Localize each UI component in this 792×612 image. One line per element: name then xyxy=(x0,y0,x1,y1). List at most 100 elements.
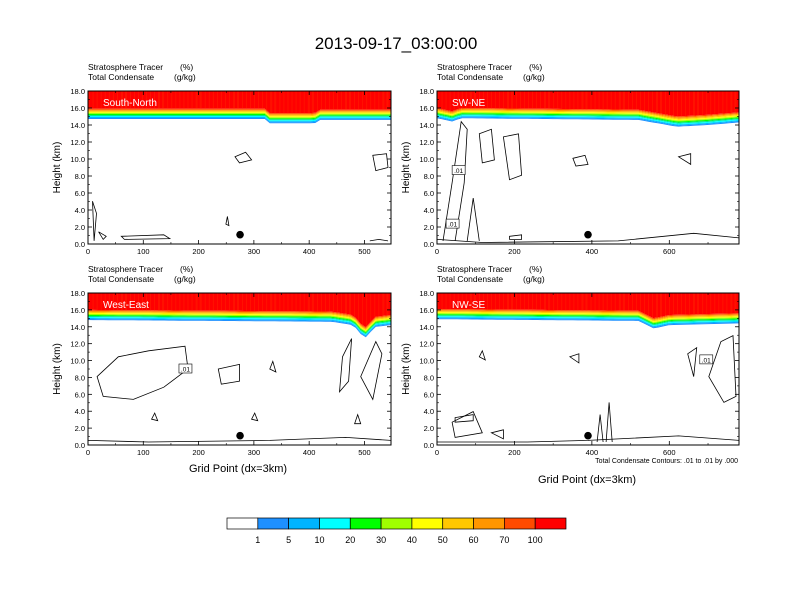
y-axis-label: Height (km) xyxy=(52,142,63,194)
colorbar-swatch xyxy=(226,517,259,530)
condensate-contour xyxy=(569,353,580,364)
tracer-band xyxy=(88,112,391,119)
colorbar-swatch xyxy=(442,517,474,530)
colorbar-label: 1 xyxy=(255,535,260,545)
header-condensate-unit: (g/kg) xyxy=(174,72,196,82)
y-tick-label: 16.0 xyxy=(419,104,434,113)
plot-area: .01 xyxy=(88,293,391,443)
panels: Stratosphere Tracer (%) Total Condensate (g… xyxy=(52,62,740,457)
panel-name: South-North xyxy=(103,98,157,109)
tracer-band xyxy=(437,113,739,123)
tracer-band xyxy=(437,112,739,122)
condensate-contour xyxy=(596,414,604,443)
condensate-contour xyxy=(687,346,698,377)
colorbar-swatch xyxy=(534,517,567,530)
panel-name: NW-SE xyxy=(452,300,485,311)
colorbar-label: 50 xyxy=(438,535,448,545)
condensate-contour xyxy=(360,340,383,401)
contour-label-box xyxy=(178,363,193,374)
colorbar-swatch xyxy=(411,517,444,530)
colorbar-swatch xyxy=(473,517,505,530)
x-tick-label: 0 xyxy=(86,448,90,457)
header-tracer-label: Stratosphere Tracer xyxy=(437,62,512,72)
y-tick-label: 2.0 xyxy=(424,223,434,232)
y-tick-label: 18.0 xyxy=(419,289,434,298)
condensate-contour xyxy=(251,412,259,422)
y-tick-label: 18.0 xyxy=(419,87,434,96)
x-tick-label: 0 xyxy=(86,247,90,256)
x-axis-label: Grid Point (dx=3km) xyxy=(189,463,287,475)
condensate-contour xyxy=(92,201,97,241)
contour-label-box xyxy=(699,354,714,365)
y-tick-label: 12.0 xyxy=(70,340,85,349)
header-tracer-label: Stratosphere Tracer xyxy=(437,264,512,274)
x-tick-label: 100 xyxy=(137,448,150,457)
condensate-contour xyxy=(466,198,480,241)
condensate-contour xyxy=(502,133,523,181)
colorbar-swatch xyxy=(349,517,382,530)
tracer-band xyxy=(437,116,739,126)
y-tick-label: 2.0 xyxy=(424,424,434,433)
location-marker xyxy=(236,230,244,239)
x-tick-label: 200 xyxy=(192,247,205,256)
y-tick-label: 18.0 xyxy=(70,289,85,298)
plot-area xyxy=(88,91,391,242)
condensate-contour xyxy=(120,234,172,240)
header-tracer-label: Stratosphere Tracer xyxy=(88,62,163,72)
y-tick-label: 0.0 xyxy=(424,441,434,450)
y-tick-label: 14.0 xyxy=(419,323,434,332)
tracer-band xyxy=(437,312,739,323)
y-tick-label: 12.0 xyxy=(70,138,85,147)
header-condensate-unit: (g/kg) xyxy=(174,274,196,284)
condensate-contour xyxy=(96,345,189,400)
condensate-contour xyxy=(88,436,391,443)
condensate-contour xyxy=(151,412,159,422)
y-tick-label: 6.0 xyxy=(75,189,85,198)
tracer-band xyxy=(88,108,391,115)
contour-label: .01 xyxy=(181,367,190,374)
condensate-contour xyxy=(442,120,468,241)
header-condensate-label: Total Condensate xyxy=(437,72,503,82)
colorbar-swatch xyxy=(504,517,536,530)
y-tick-label: 6.0 xyxy=(424,189,434,198)
panel-west-east: Stratosphere Tracer (%) Total Condensate (g… xyxy=(52,264,392,457)
condensate-contour xyxy=(437,232,739,243)
y-tick-label: 18.0 xyxy=(70,87,85,96)
y-tick-label: 10.0 xyxy=(70,357,85,366)
condensate-contour xyxy=(509,234,522,240)
colorbar-swatch xyxy=(257,517,289,530)
x-tick-label: 400 xyxy=(303,247,316,256)
x-tick-label: 200 xyxy=(508,247,521,256)
y-tick-label: 2.0 xyxy=(75,223,85,232)
y-tick-label: 12.0 xyxy=(419,340,434,349)
condensate-contour xyxy=(572,154,589,167)
contour-label: .01 xyxy=(702,357,711,364)
x-tick-label: 0 xyxy=(435,247,439,256)
tracer-band xyxy=(437,318,739,329)
colorbar: 1 5 10 20 30 40 50 60 70 100 xyxy=(226,517,567,545)
panel-sw-ne: Stratosphere Tracer (%) Total Condensate (g… xyxy=(401,62,740,256)
header-tracer-unit: (%) xyxy=(180,264,193,274)
condensate-contour xyxy=(454,414,474,423)
y-tick-label: 16.0 xyxy=(419,306,434,315)
header-condensate-label: Total Condensate xyxy=(88,274,154,284)
colorbar-label: 40 xyxy=(407,535,417,545)
x-axis-label: Grid Point (dx=3km) xyxy=(538,474,636,486)
figure-title: 2013-09-17_03:00:00 xyxy=(315,34,478,53)
condensate-contour xyxy=(338,338,352,394)
header-condensate-label: Total Condensate xyxy=(437,274,503,284)
condensate-contour xyxy=(451,411,483,438)
condensate-contour xyxy=(437,435,739,443)
contour-label-box xyxy=(451,165,466,175)
condensate-contour xyxy=(98,231,107,241)
x-tick-label: 200 xyxy=(192,448,205,457)
colorbar-swatch xyxy=(319,517,351,530)
y-tick-label: 14.0 xyxy=(419,121,434,130)
y-tick-label: 4.0 xyxy=(424,206,434,215)
condensate-contour xyxy=(605,402,613,443)
x-tick-label: 200 xyxy=(508,448,521,457)
condensate-contour xyxy=(225,216,230,227)
contour-label: .01 xyxy=(448,222,457,229)
x-tick-label: 400 xyxy=(303,448,316,457)
